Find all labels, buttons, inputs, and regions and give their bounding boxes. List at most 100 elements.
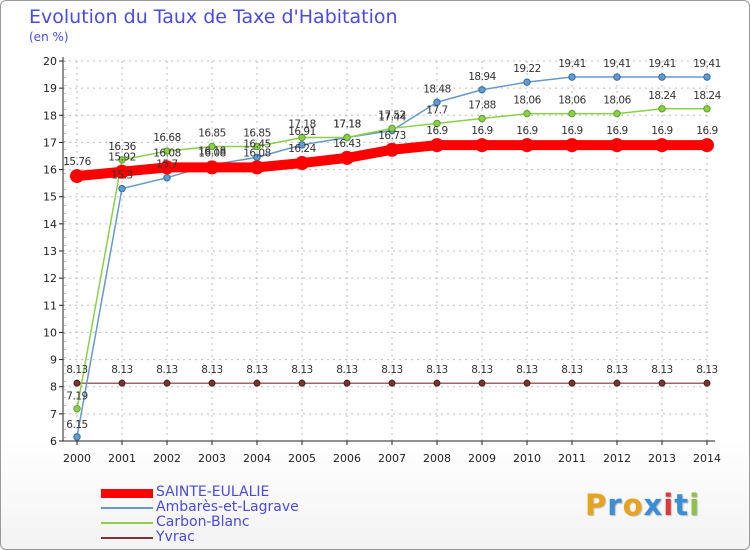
data-label: 8.13 — [246, 364, 267, 376]
y-tick-label: 20 — [43, 55, 57, 68]
data-label: 8.13 — [381, 364, 402, 376]
data-label: 16.08 — [198, 147, 226, 159]
data-label: 16.9 — [471, 125, 492, 137]
data-label: 8.13 — [471, 364, 492, 376]
data-label: 15.3 — [111, 170, 132, 182]
legend-item: Carbon-Blanc — [101, 514, 361, 531]
x-tick-label: 2004 — [243, 452, 271, 465]
y-tick-label: 19 — [43, 82, 57, 95]
x-tick-label: 2001 — [108, 452, 136, 465]
y-tick-label: 12 — [43, 272, 57, 285]
data-point — [523, 379, 531, 387]
data-label: 15.92 — [108, 152, 136, 164]
data-label: 16.9 — [696, 125, 717, 137]
data-point — [298, 141, 306, 149]
legend-label: SAINTE-EULALIE — [156, 484, 270, 500]
logo-letter: t — [674, 488, 690, 522]
legend-item: SAINTE-EULALIE — [101, 484, 361, 501]
data-label: 16.73 — [378, 130, 406, 142]
x-tick-label: 2003 — [198, 452, 226, 465]
data-point — [208, 142, 216, 151]
data-label: 8.13 — [111, 364, 132, 376]
data-point — [208, 379, 216, 387]
data-point — [523, 109, 531, 118]
data-point — [430, 138, 444, 153]
data-label: 8.13 — [291, 364, 312, 376]
legend-label: Ambarès-et-Lagrave — [156, 499, 299, 515]
data-label: 16.9 — [606, 125, 627, 137]
data-label: 17.18 — [333, 119, 361, 131]
y-tick-label: 6 — [50, 435, 57, 448]
data-point — [250, 160, 264, 175]
data-label: 6.15 — [66, 419, 87, 431]
chart-subtitle: (en %) — [29, 30, 69, 44]
data-label: 16.9 — [651, 125, 672, 137]
data-point — [478, 379, 486, 387]
data-point — [298, 379, 306, 387]
legend-label: Yvrac — [156, 529, 195, 545]
legend-item: Ambarès-et-Lagrave — [101, 499, 361, 516]
logo-letter: r — [607, 488, 623, 522]
data-point — [388, 124, 396, 133]
data-label: 19.41 — [648, 58, 676, 70]
x-tick-label: 2005 — [288, 452, 316, 465]
data-point — [613, 73, 621, 81]
x-tick-label: 2012 — [603, 452, 631, 465]
data-label: 18.06 — [513, 95, 541, 107]
data-labels-yvrac: 8.13 8.13 8.13 8.13 8.13 8.13 8.13 8.13 8.13 8.13… — [66, 364, 718, 376]
data-point — [523, 78, 531, 86]
data-point — [163, 174, 171, 182]
y-tick-label: 7 — [50, 408, 57, 421]
data-point — [73, 433, 81, 441]
data-point — [253, 142, 261, 151]
data-label: 16.9 — [561, 125, 582, 137]
data-point — [163, 147, 171, 155]
data-point — [118, 184, 126, 193]
data-point — [703, 105, 711, 113]
data-label: 8.13 — [426, 364, 447, 376]
data-point — [613, 109, 621, 118]
data-point — [295, 156, 309, 171]
data-point — [433, 119, 441, 128]
data-point — [118, 156, 126, 164]
x-tick-label: 2009 — [468, 452, 496, 465]
data-label: 17.88 — [468, 100, 496, 112]
data-point — [658, 73, 666, 81]
data-label: 8.13 — [606, 364, 627, 376]
data-label: 16.43 — [333, 138, 361, 150]
y-tick-label: 11 — [43, 299, 57, 312]
data-label: 16.24 — [288, 143, 316, 155]
data-label: 17.44 — [378, 111, 406, 123]
data-label: 16.85 — [243, 128, 271, 140]
data-point — [478, 86, 486, 94]
data-label: 8.13 — [201, 364, 222, 376]
data-label: 18.06 — [558, 95, 586, 107]
data-label: 19.41 — [693, 58, 721, 70]
x-tick-label: 2007 — [378, 452, 406, 465]
data-label: 7.19 — [66, 391, 87, 403]
data-label: 8.13 — [516, 364, 537, 376]
y-tick-label: 16 — [43, 164, 57, 177]
x-tick-label: 2014 — [693, 452, 721, 465]
data-label: 8.13 — [651, 364, 672, 376]
logo-letter: P — [585, 488, 608, 522]
data-point — [73, 405, 81, 413]
data-point — [160, 160, 174, 175]
y-tick-label: 13 — [43, 245, 57, 258]
data-point — [343, 379, 351, 387]
x-tick-label: 2008 — [423, 452, 451, 465]
data-point — [70, 169, 84, 184]
data-label: 8.13 — [336, 364, 357, 376]
logo-letter: i — [689, 488, 701, 522]
data-point — [340, 150, 354, 165]
data-point — [433, 379, 441, 387]
data-labels-sainte-eulalie: 15.76 15.92 16.08 16.08 16.08 16.24 16.43 16.73… — [63, 125, 718, 168]
data-label: 16.45 — [243, 138, 271, 150]
y-tick-label: 10 — [43, 326, 57, 339]
data-label: 15.7 — [156, 159, 177, 171]
data-point — [205, 160, 219, 175]
data-label: 18.94 — [468, 71, 496, 83]
